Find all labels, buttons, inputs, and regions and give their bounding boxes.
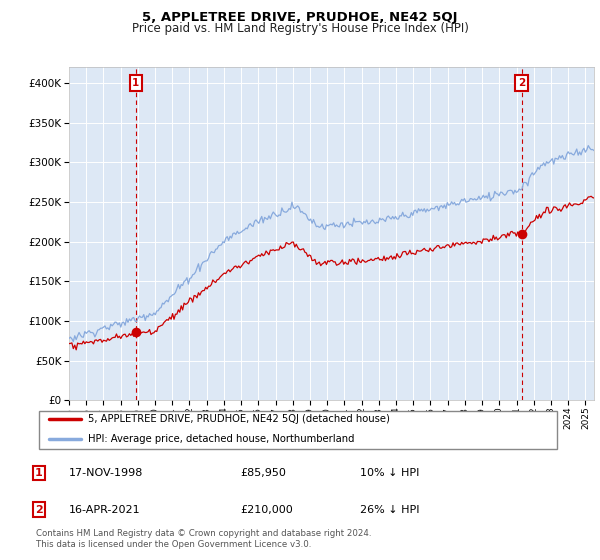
- Text: 17-NOV-1998: 17-NOV-1998: [69, 468, 143, 478]
- Text: 2: 2: [35, 505, 43, 515]
- Text: 5, APPLETREE DRIVE, PRUDHOE, NE42 5QJ (detached house): 5, APPLETREE DRIVE, PRUDHOE, NE42 5QJ (d…: [89, 414, 391, 424]
- Text: Contains HM Land Registry data © Crown copyright and database right 2024.
This d: Contains HM Land Registry data © Crown c…: [36, 529, 371, 549]
- Text: 16-APR-2021: 16-APR-2021: [69, 505, 140, 515]
- Text: HPI: Average price, detached house, Northumberland: HPI: Average price, detached house, Nort…: [89, 434, 355, 444]
- Text: 2: 2: [518, 78, 525, 88]
- FancyBboxPatch shape: [38, 411, 557, 449]
- Text: 26% ↓ HPI: 26% ↓ HPI: [360, 505, 419, 515]
- Text: 1: 1: [132, 78, 139, 88]
- Text: 5, APPLETREE DRIVE, PRUDHOE, NE42 5QJ: 5, APPLETREE DRIVE, PRUDHOE, NE42 5QJ: [142, 11, 458, 24]
- Text: 1: 1: [35, 468, 43, 478]
- Text: 10% ↓ HPI: 10% ↓ HPI: [360, 468, 419, 478]
- Text: Price paid vs. HM Land Registry's House Price Index (HPI): Price paid vs. HM Land Registry's House …: [131, 22, 469, 35]
- Text: £85,950: £85,950: [240, 468, 286, 478]
- Text: £210,000: £210,000: [240, 505, 293, 515]
